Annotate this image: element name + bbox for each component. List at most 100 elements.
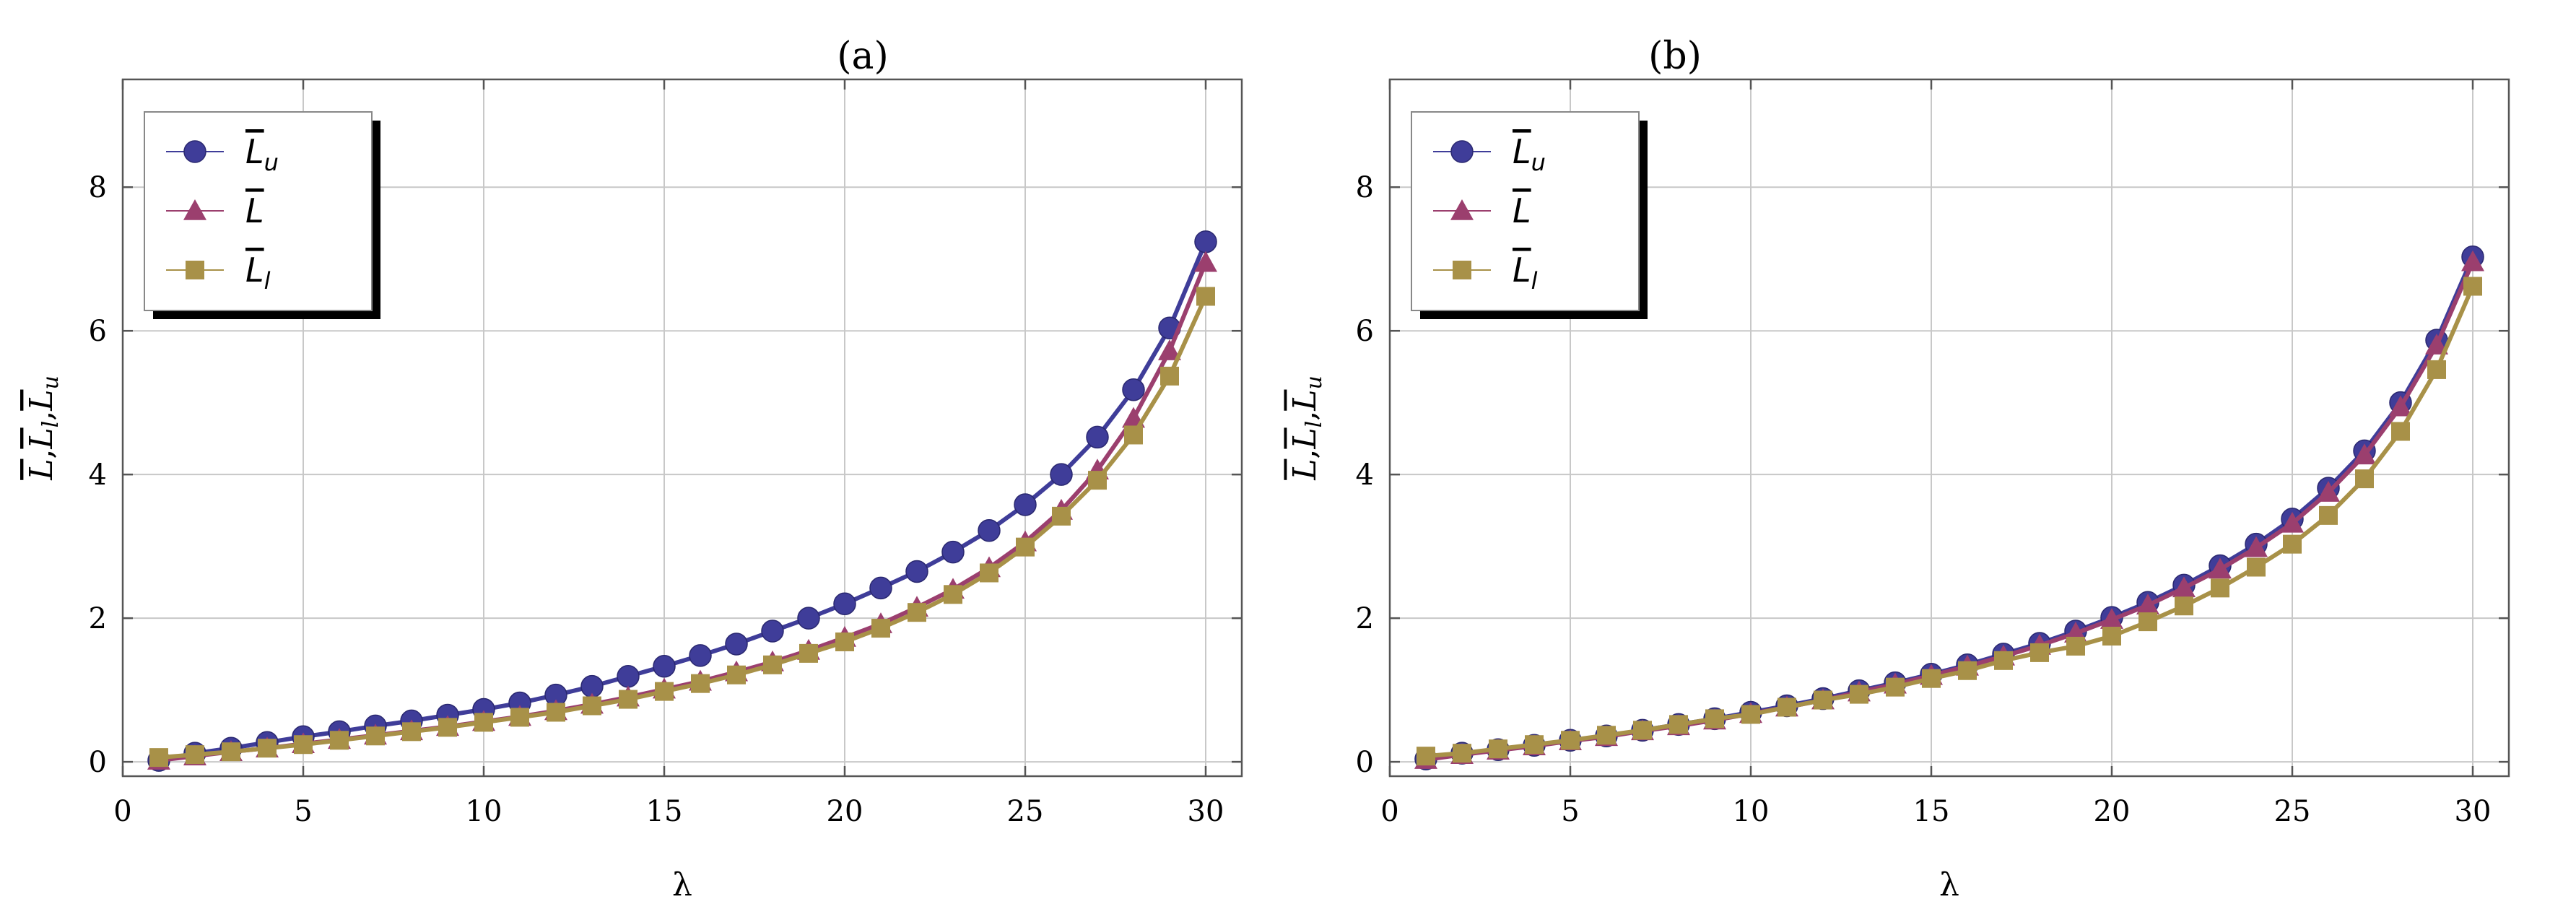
svg-text:L,Ll,Lu: L,Ll,Lu	[23, 375, 64, 481]
y-label-part: L	[1287, 427, 1323, 449]
y-label-part: u	[38, 375, 64, 389]
data-point	[330, 731, 349, 750]
y-axis-label: L,Ll,Lu	[23, 375, 64, 481]
data-point	[1124, 425, 1143, 445]
data-point	[653, 655, 676, 678]
data-point	[186, 745, 204, 765]
x-tick-label: 15	[646, 795, 683, 828]
data-point	[799, 643, 818, 663]
data-point	[980, 563, 998, 583]
legend-marker	[1453, 261, 1471, 279]
data-point	[2281, 511, 2304, 533]
legend-label: Ll	[245, 251, 271, 295]
data-point	[691, 674, 710, 693]
y-tick-label: 8	[1356, 171, 1374, 204]
data-point	[2245, 536, 2268, 557]
data-point	[1669, 715, 1688, 734]
data-point	[294, 735, 313, 755]
data-point	[797, 607, 820, 630]
y-tick-label: 2	[89, 602, 107, 635]
y-axis-label: L,Ll,Lu	[1287, 375, 1327, 481]
data-point	[763, 655, 782, 674]
data-point	[402, 722, 421, 742]
legend-marker	[1450, 140, 1474, 163]
data-point	[2247, 557, 2266, 577]
data-point	[1014, 493, 1037, 516]
x-tick-label: 0	[113, 795, 131, 828]
x-axis-label: λ	[672, 866, 692, 903]
data-point	[1052, 506, 1071, 526]
y-label-part: L	[23, 459, 60, 481]
data-point	[1561, 731, 1580, 750]
y-label-part: l	[1302, 421, 1327, 428]
series-line	[158, 240, 1208, 763]
data-point	[510, 708, 529, 727]
y-tick-label: 6	[89, 315, 107, 348]
data-point	[1741, 705, 1760, 724]
y-tick-label: 6	[1356, 315, 1374, 348]
data-point	[1088, 471, 1107, 490]
y-label-part: L	[1287, 390, 1323, 412]
data-point	[2427, 360, 2446, 379]
data-point	[2283, 534, 2302, 554]
series-line	[1425, 261, 2475, 762]
data-point	[474, 713, 493, 732]
data-point	[1050, 463, 1073, 486]
chart-title: (b)	[1648, 35, 1702, 78]
data-point	[869, 576, 892, 600]
y-label-part: ,	[23, 449, 60, 459]
legend-label: Lu	[245, 132, 279, 176]
data-point	[2353, 443, 2376, 465]
data-point	[2136, 594, 2159, 615]
data-point	[1122, 378, 1145, 401]
data-point	[1194, 251, 1217, 272]
chart-title: (a)	[837, 35, 889, 78]
data-point	[2172, 576, 2196, 598]
legend-label: L	[1513, 191, 1531, 230]
data-point	[2100, 608, 2123, 629]
series-line	[158, 295, 1208, 760]
data-point	[1196, 287, 1215, 306]
data-point	[2355, 469, 2374, 489]
plot-frame	[121, 78, 1243, 778]
data-point	[2317, 481, 2340, 502]
y-tick-label: 0	[89, 746, 107, 779]
series-l-l	[1417, 277, 2482, 766]
y-label-part: L	[23, 390, 60, 412]
y-label-part: L	[1287, 459, 1323, 481]
svg-text:L,Ll,Lu: L,Ll,Lu	[1287, 375, 1327, 481]
data-point	[1194, 230, 1217, 253]
y-tick-label: 2	[1356, 602, 1374, 635]
y-tick-label: 0	[1356, 746, 1374, 779]
data-point	[2425, 334, 2448, 355]
data-point	[655, 682, 674, 701]
y-label-part: l	[38, 421, 64, 428]
legend-label: Ll	[1513, 251, 1538, 295]
data-point	[2391, 422, 2410, 441]
x-tick-label: 0	[1380, 795, 1398, 828]
data-point	[944, 585, 962, 604]
data-point	[2461, 250, 2484, 271]
data-point	[1525, 735, 1544, 755]
data-point	[149, 748, 168, 768]
data-point	[2175, 596, 2193, 616]
x-tick-label: 5	[294, 795, 312, 828]
x-tick-label: 25	[2274, 795, 2311, 828]
data-point	[1597, 726, 1616, 745]
y-label-part: L	[23, 427, 60, 449]
data-point	[258, 739, 277, 758]
data-point	[2138, 612, 2157, 632]
data-point	[761, 620, 784, 643]
y-label-part: ,	[23, 411, 60, 421]
x-tick-label: 5	[1561, 795, 1579, 828]
x-tick-label: 30	[2455, 795, 2492, 828]
series-line	[1425, 285, 2475, 759]
data-point	[833, 592, 856, 615]
data-point	[725, 633, 748, 656]
data-point	[1994, 651, 2013, 670]
data-point	[871, 619, 890, 638]
data-point	[366, 726, 385, 746]
legend-marker	[183, 140, 206, 163]
data-point	[835, 632, 854, 651]
